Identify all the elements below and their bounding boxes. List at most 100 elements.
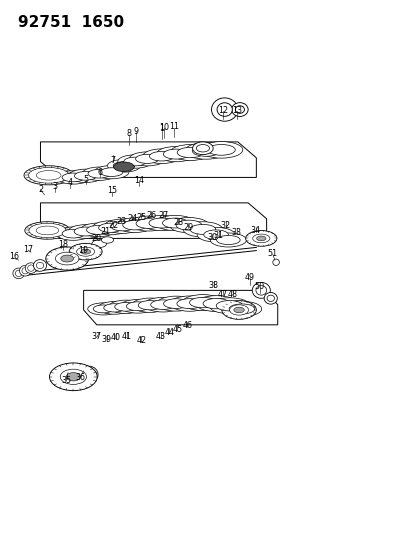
Text: 5: 5 — [83, 174, 88, 183]
Ellipse shape — [266, 295, 274, 302]
Ellipse shape — [227, 304, 250, 316]
Text: 13: 13 — [231, 106, 242, 115]
Ellipse shape — [122, 220, 147, 230]
Ellipse shape — [68, 225, 103, 238]
Ellipse shape — [209, 298, 249, 314]
Ellipse shape — [177, 147, 204, 158]
Ellipse shape — [123, 157, 146, 166]
Ellipse shape — [33, 260, 47, 271]
Ellipse shape — [192, 142, 213, 155]
Ellipse shape — [136, 219, 161, 229]
Ellipse shape — [19, 265, 31, 276]
Text: 43: 43 — [156, 332, 166, 341]
Text: 49: 49 — [244, 272, 254, 281]
Ellipse shape — [131, 298, 169, 312]
Text: 47: 47 — [217, 289, 227, 298]
Ellipse shape — [176, 220, 201, 230]
Ellipse shape — [216, 301, 242, 311]
Ellipse shape — [22, 268, 28, 274]
Ellipse shape — [80, 366, 98, 383]
Text: 14: 14 — [134, 176, 144, 185]
Text: 8: 8 — [126, 130, 131, 139]
Ellipse shape — [129, 216, 168, 231]
Text: 92751  1650: 92751 1650 — [18, 14, 123, 30]
Text: 46: 46 — [182, 321, 192, 330]
Ellipse shape — [113, 161, 134, 170]
Ellipse shape — [93, 305, 113, 313]
Text: 29: 29 — [183, 223, 193, 232]
Ellipse shape — [76, 247, 95, 256]
Ellipse shape — [28, 265, 34, 271]
Ellipse shape — [233, 307, 244, 313]
Ellipse shape — [155, 215, 195, 231]
Ellipse shape — [104, 304, 125, 312]
Ellipse shape — [211, 98, 237, 121]
Ellipse shape — [114, 302, 137, 311]
Ellipse shape — [74, 227, 97, 236]
Ellipse shape — [255, 286, 266, 295]
Ellipse shape — [36, 226, 59, 235]
Ellipse shape — [199, 142, 242, 158]
Text: 26: 26 — [146, 211, 156, 220]
Ellipse shape — [212, 232, 220, 239]
Ellipse shape — [36, 262, 44, 269]
Ellipse shape — [142, 215, 181, 231]
Ellipse shape — [210, 233, 246, 247]
Ellipse shape — [150, 300, 175, 310]
Ellipse shape — [100, 168, 123, 176]
Text: 9: 9 — [133, 127, 138, 136]
Ellipse shape — [197, 228, 235, 242]
Ellipse shape — [176, 298, 202, 309]
Ellipse shape — [252, 234, 269, 243]
Ellipse shape — [81, 249, 90, 254]
Ellipse shape — [182, 295, 223, 311]
Text: 33: 33 — [231, 228, 241, 237]
Ellipse shape — [138, 301, 162, 310]
Ellipse shape — [62, 229, 84, 238]
Text: 40: 40 — [110, 333, 121, 342]
Text: 15: 15 — [107, 186, 117, 195]
Text: 10: 10 — [159, 123, 169, 132]
Ellipse shape — [98, 302, 131, 314]
Ellipse shape — [228, 304, 254, 314]
Ellipse shape — [80, 223, 115, 237]
Ellipse shape — [222, 301, 261, 317]
Ellipse shape — [66, 373, 80, 381]
Ellipse shape — [149, 218, 174, 228]
Text: 31: 31 — [213, 231, 223, 240]
Text: 27: 27 — [158, 211, 168, 220]
Ellipse shape — [69, 244, 102, 260]
Ellipse shape — [92, 221, 128, 235]
Ellipse shape — [256, 236, 265, 241]
Text: 41: 41 — [121, 332, 131, 341]
Text: 20: 20 — [91, 234, 101, 243]
Text: 12: 12 — [218, 106, 228, 115]
Ellipse shape — [24, 166, 73, 185]
Ellipse shape — [62, 173, 84, 182]
Ellipse shape — [98, 223, 122, 232]
Text: 45: 45 — [172, 325, 182, 334]
Ellipse shape — [162, 218, 188, 228]
Text: 6: 6 — [97, 167, 102, 176]
Ellipse shape — [74, 172, 97, 180]
Ellipse shape — [195, 296, 237, 312]
Text: 37: 37 — [92, 332, 102, 341]
Ellipse shape — [170, 144, 211, 160]
Ellipse shape — [207, 144, 235, 155]
Text: 30: 30 — [206, 233, 216, 242]
Text: 3: 3 — [52, 182, 57, 191]
Ellipse shape — [142, 149, 180, 164]
Text: 48: 48 — [227, 289, 237, 298]
Ellipse shape — [92, 240, 107, 247]
Ellipse shape — [272, 259, 279, 265]
Ellipse shape — [203, 230, 228, 239]
Text: 21: 21 — [100, 227, 110, 236]
Ellipse shape — [252, 282, 270, 298]
Ellipse shape — [110, 222, 134, 231]
Text: 25: 25 — [136, 213, 146, 222]
Text: 36: 36 — [75, 373, 85, 382]
Ellipse shape — [56, 171, 90, 184]
Ellipse shape — [25, 222, 70, 239]
Ellipse shape — [50, 363, 97, 391]
Ellipse shape — [107, 159, 140, 172]
